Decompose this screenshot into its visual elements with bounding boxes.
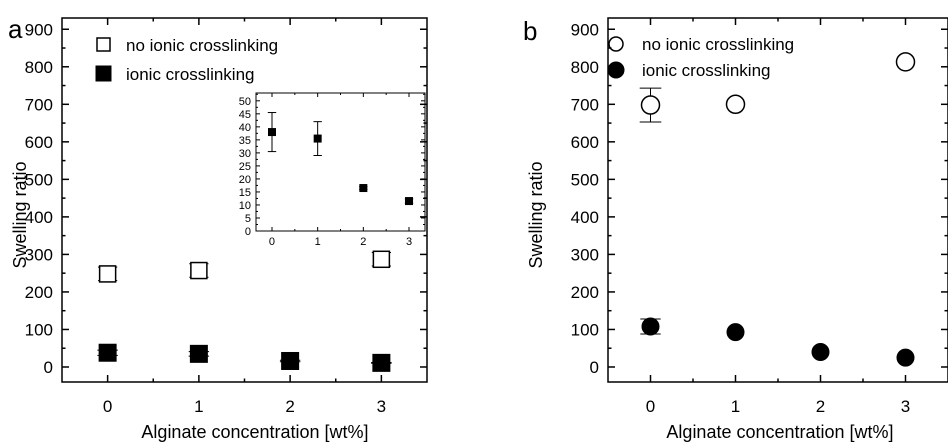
data-point-filled-square	[405, 197, 414, 206]
panel-b: b Swelling ratio Alginate concentration …	[523, 16, 948, 442]
legend-label-ionic: ionic crosslinking	[642, 61, 771, 80]
panel-b-letter: b	[523, 16, 537, 46]
panel-a-legend: no ionic crosslinking ionic crosslinking	[95, 36, 278, 84]
x-tick-label: 1	[315, 236, 321, 248]
data-point-filled-circle	[641, 317, 660, 336]
y-tick-label: 200	[25, 283, 53, 302]
data-point-open-square	[98, 265, 117, 283]
data-point-filled-square	[267, 128, 276, 137]
y-tick-label: 600	[571, 133, 599, 152]
x-tick-label: 1	[731, 397, 740, 416]
data-point-open-square	[190, 261, 208, 280]
legend-label-no-ionic: no ionic crosslinking	[126, 36, 278, 55]
x-tick-label: 0	[269, 236, 275, 248]
panel-b-ylabel: Swelling ratio	[526, 161, 546, 268]
legend-label-no-ionic: no ionic crosslinking	[642, 35, 794, 54]
y-tick-label: 900	[25, 20, 53, 39]
y-tick-label: 500	[571, 170, 599, 189]
data-point-filled-square	[372, 353, 391, 372]
x-tick-label: 2	[285, 397, 294, 416]
y-tick-label: 30	[239, 148, 251, 160]
data-point-filled-circle	[811, 342, 830, 361]
y-tick-label: 700	[25, 95, 53, 114]
x-tick-label: 0	[103, 397, 112, 416]
panel-b-legend: no ionic crosslinking ionic crosslinking	[607, 35, 794, 80]
x-tick-label: 3	[406, 236, 412, 248]
data-point-filled-square	[98, 343, 117, 362]
data-point-filled-square	[359, 184, 368, 193]
data-point-open-circle	[725, 94, 746, 115]
y-tick-label: 5	[245, 213, 251, 225]
x-tick-label: 3	[901, 397, 910, 416]
y-tick-label: 800	[25, 58, 53, 77]
x-tick-label: 1	[194, 397, 203, 416]
legend-label-ionic: ionic crosslinking	[126, 65, 255, 84]
y-tick-label: 400	[571, 208, 599, 227]
y-tick-label: 0	[44, 358, 53, 377]
x-tick-label: 0	[646, 397, 655, 416]
y-tick-label: 700	[571, 95, 599, 114]
data-point-open-circle	[895, 52, 916, 72]
data-point-filled-square	[281, 351, 300, 370]
panel-b-plot: 0 100 200 300 400 500 600 700 800 900 0 1 2 3	[571, 17, 948, 416]
legend-filled-square	[95, 65, 112, 82]
plot-frame	[255, 92, 426, 232]
panel-b-xlabel: Alginate concentration [wt%]	[666, 422, 893, 442]
y-tick-label: 900	[571, 20, 599, 39]
y-tick-label: 300	[25, 246, 53, 265]
y-tick-label: 25	[239, 161, 251, 173]
y-tick-label: 40	[239, 122, 251, 134]
y-tick-label: 100	[25, 321, 53, 340]
panel-a-letter: a	[8, 14, 23, 44]
y-tick-label: 10	[239, 200, 251, 212]
legend-open-square	[96, 37, 111, 52]
y-tick-label: 45	[239, 109, 251, 121]
data-point-filled-circle	[896, 348, 915, 367]
data-point-open-circle	[640, 95, 661, 115]
data-point-filled-square	[189, 344, 208, 363]
data-point-open-square	[372, 250, 391, 269]
y-tick-label: 0	[590, 358, 599, 377]
panel-a-ylabel: Swelling ratio	[10, 161, 30, 268]
y-tick-label: 800	[571, 58, 599, 77]
panel-a: a Swelling ratio Alginate concentration …	[8, 14, 428, 442]
y-tick-label: 600	[25, 133, 53, 152]
x-tick-label: 2	[816, 397, 825, 416]
legend-filled-circle	[607, 61, 625, 79]
y-tick-label: 35	[239, 135, 251, 147]
x-tick-label: 2	[360, 236, 366, 248]
y-tick-label: 200	[571, 283, 599, 302]
y-tick-label: 50	[239, 96, 251, 108]
y-tick-label: 0	[245, 226, 251, 238]
y-tick-label: 15	[239, 187, 251, 199]
y-tick-label: 20	[239, 174, 251, 186]
panel-a-xlabel: Alginate concentration [wt%]	[141, 422, 368, 442]
data-point-filled-square	[313, 134, 322, 143]
y-tick-label: 400	[25, 208, 53, 227]
y-tick-label: 300	[571, 246, 599, 265]
legend-open-circle	[608, 36, 624, 52]
y-tick-label: 100	[571, 321, 599, 340]
y-tick-label: 500	[25, 170, 53, 189]
data-point-filled-circle	[726, 323, 745, 342]
x-tick-label: 3	[377, 397, 386, 416]
